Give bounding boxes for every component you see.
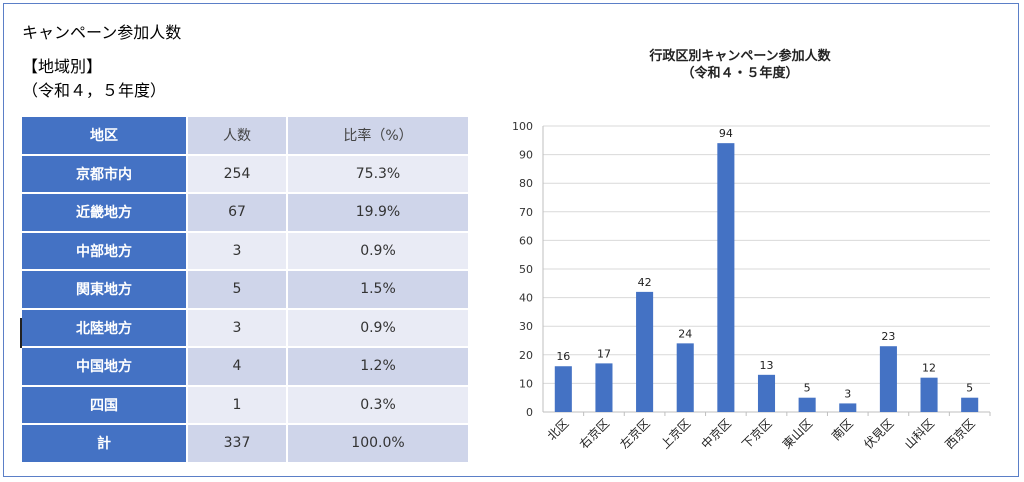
ratio-cell: 1.2%	[288, 348, 468, 385]
table-title: キャンペーン参加人数	[22, 23, 182, 42]
table-row: 四国 1 0.3%	[22, 386, 468, 425]
y-tick-label: 40	[519, 292, 533, 305]
bar	[798, 397, 816, 412]
count-cell: 1	[188, 386, 288, 423]
data-label: 5	[966, 382, 973, 395]
count-cell: 4	[188, 348, 288, 385]
table-row: 中部地方 3 0.9%	[22, 232, 468, 271]
region-cell: 関東地方	[22, 271, 188, 308]
y-tick-label: 70	[519, 206, 533, 219]
y-tick-label: 20	[519, 349, 533, 362]
count-cell: 67	[188, 194, 288, 231]
ratio-cell: 0.3%	[288, 386, 468, 423]
ratio-cell: 100.0%	[288, 425, 468, 462]
column-header-ratio: 比率（%）	[288, 117, 468, 154]
bar	[920, 377, 938, 412]
bar	[717, 143, 735, 412]
y-tick-label: 50	[519, 263, 533, 276]
region-cell: 北陸地方	[22, 309, 188, 346]
table-row: 北陸地方 3 0.9%	[22, 309, 468, 348]
y-tick-label: 10	[519, 377, 533, 390]
table-row: 京都市内 254 75.3%	[22, 155, 468, 194]
ratio-cell: 0.9%	[288, 232, 468, 269]
table-subtitle-year: （令和４，５年度）	[22, 81, 167, 100]
data-label: 24	[678, 327, 692, 340]
text-cursor	[20, 318, 22, 348]
data-table: 地区 人数 比率（%） 京都市内 254 75.3% 近畿地方 67 19.9%…	[22, 117, 468, 464]
bar	[554, 366, 572, 412]
x-tick-label: 下京区	[739, 416, 774, 451]
y-tick-label: 60	[519, 234, 533, 247]
bar-chart: 0 10 20 30 40 50 60 70 80 90 100 16 北区 17 右京区 42 左京区 24 上京…	[512, 120, 991, 452]
x-tick-label: 中京区	[698, 416, 734, 452]
region-cell: 四国	[22, 386, 188, 423]
ratio-cell: 1.5%	[288, 271, 468, 308]
count-cell: 3	[188, 232, 288, 269]
table-column-header-row: 地区 人数 比率（%）	[22, 117, 468, 156]
region-cell: 中国地方	[22, 348, 188, 385]
bar	[636, 291, 654, 412]
count-cell: 254	[188, 155, 288, 192]
y-tick-label: 0	[526, 406, 533, 419]
data-label: 12	[922, 362, 936, 375]
table-subtitle-region: 【地域別】	[22, 57, 103, 76]
y-tick-label: 100	[512, 120, 533, 133]
table-header: キャンペーン参加人数 【地域別】 （令和４，５年度）	[22, 19, 468, 101]
y-tick-label: 30	[519, 320, 533, 333]
x-tick-label: 左京区	[617, 416, 653, 452]
data-label: 5	[804, 382, 811, 395]
table-total-row: 計 337 100.0%	[22, 425, 468, 464]
y-tick-label: 90	[519, 149, 533, 162]
region-cell: 京都市内	[22, 155, 188, 192]
data-label: 16	[556, 350, 570, 363]
bar	[595, 363, 613, 412]
chart-title: 行政区別キャンペーン参加人数	[649, 49, 831, 64]
x-tick-label: 右京区	[576, 416, 612, 452]
x-tick-label: 上京区	[658, 416, 693, 451]
bar	[839, 403, 857, 412]
region-cell: 近畿地方	[22, 194, 188, 231]
bar	[879, 346, 897, 412]
bar	[757, 374, 776, 412]
column-header-count: 人数	[188, 117, 288, 154]
bar	[676, 343, 694, 412]
column-header-region: 地区	[22, 117, 188, 154]
data-label: 17	[597, 347, 611, 360]
count-cell: 3	[188, 309, 288, 346]
ratio-cell: 0.9%	[288, 309, 468, 346]
data-label: 23	[881, 330, 895, 343]
x-tick-label: 山科区	[902, 416, 937, 451]
region-cell: 中部地方	[22, 232, 188, 269]
chart-title-block: 行政区別キャンペーン参加人数 （令和４・５年度）	[590, 48, 890, 82]
table-row: 関東地方 5 1.5%	[22, 271, 468, 310]
data-label: 13	[760, 359, 774, 372]
table-row: 中国地方 4 1.2%	[22, 348, 468, 387]
count-cell: 5	[188, 271, 288, 308]
ratio-cell: 75.3%	[288, 155, 468, 192]
chart-subtitle: （令和４・５年度）	[681, 66, 799, 81]
x-tick-label: 伏見区	[861, 416, 896, 451]
x-tick-label: 北区	[545, 416, 572, 443]
x-tick-label: 西京区	[942, 416, 977, 451]
bar	[961, 397, 979, 412]
table-row: 近畿地方 67 19.9%	[22, 194, 468, 233]
y-tick-label: 80	[519, 177, 533, 190]
data-label: 3	[844, 387, 851, 400]
data-label: 42	[638, 276, 652, 289]
ratio-cell: 19.9%	[288, 194, 468, 231]
x-tick-label: 南区	[828, 416, 856, 444]
region-cell: 計	[22, 425, 188, 462]
data-label: 94	[719, 127, 733, 140]
x-tick-label: 東山区	[780, 416, 815, 451]
count-cell: 337	[188, 425, 288, 462]
